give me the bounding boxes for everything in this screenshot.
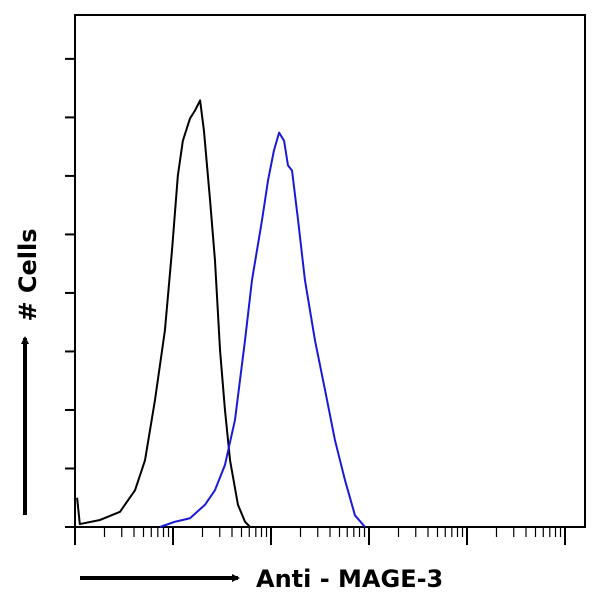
plot-frame	[74, 14, 586, 528]
x-axis-label: Anti - MAGE-3	[256, 565, 443, 593]
histogram-line	[76, 99, 251, 528]
histogram-line	[159, 131, 366, 528]
y-axis-label: # Cells	[14, 228, 42, 321]
